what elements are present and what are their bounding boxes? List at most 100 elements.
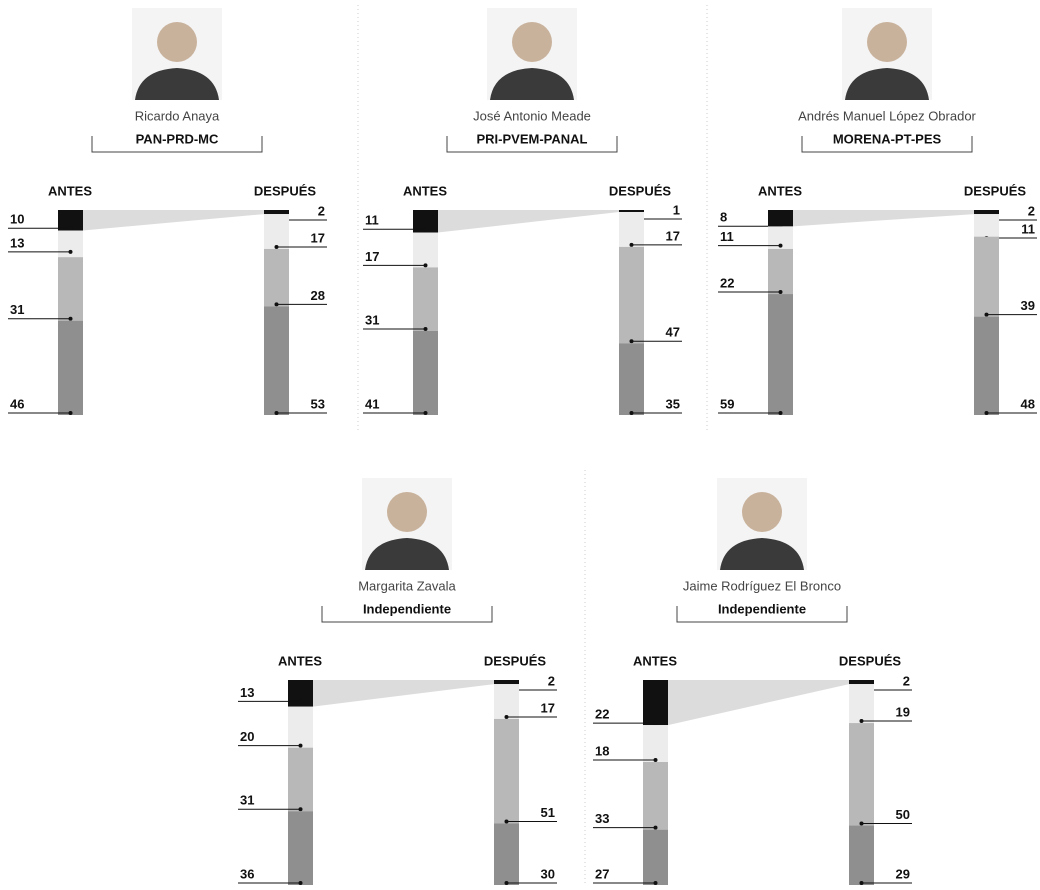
candidate-name: Ricardo Anaya [135, 108, 220, 123]
value-label: 39 [1021, 298, 1035, 313]
value-label: 33 [595, 811, 609, 826]
leader-dot [505, 715, 509, 719]
party: MORENA-PT-PES [833, 131, 942, 146]
leader-dot [630, 243, 634, 247]
leader-dot [860, 881, 864, 885]
leader-dot [424, 227, 428, 231]
bar-segment [413, 331, 438, 415]
candidate-name: Jaime Rodríguez El Bronco [683, 578, 841, 593]
panel: Margarita ZavalaIndependienteANTESDESPUÉ… [238, 478, 557, 885]
panel: José Antonio MeadePRI-PVEM-PANALANTESDES… [363, 8, 682, 415]
value-label: 31 [365, 312, 379, 327]
leader-dot [275, 411, 279, 415]
photo-head [512, 22, 552, 62]
value-label: 10 [10, 212, 24, 227]
leader-dot [654, 758, 658, 762]
connector [83, 210, 264, 231]
panel: Andrés Manuel López Obrador MORENA-PT-PES… [718, 8, 1037, 415]
column-header: DESPUÉS [839, 653, 901, 668]
photo-head [742, 492, 782, 532]
bar-segment [974, 210, 999, 214]
value-label: 30 [541, 866, 555, 881]
bar-segment [413, 267, 438, 331]
value-label: 11 [365, 213, 379, 228]
value-label: 36 [240, 866, 254, 881]
value-label: 22 [720, 275, 734, 290]
value-label: 20 [240, 729, 254, 744]
bar-segment [849, 680, 874, 684]
leader-dot [630, 339, 634, 343]
leader-dot [860, 822, 864, 826]
value-label: 13 [10, 235, 24, 250]
bar-segment [974, 317, 999, 415]
bar-segment [974, 214, 999, 237]
value-label: 11 [720, 229, 734, 244]
photo-head [387, 492, 427, 532]
leader-dot [299, 744, 303, 748]
leader-dot [299, 699, 303, 703]
leader-dot [985, 313, 989, 317]
bar-segment [494, 684, 519, 719]
column-header: DESPUÉS [609, 183, 671, 198]
bar-segment [849, 826, 874, 885]
leader-dot [424, 327, 428, 331]
value-label: 13 [240, 685, 254, 700]
leader-dot [275, 302, 279, 306]
value-label: 2 [1028, 203, 1035, 218]
candidate-name: Margarita Zavala [358, 578, 456, 593]
bar-segment [643, 680, 668, 725]
candidate-name: Andrés Manuel López Obrador [798, 108, 976, 123]
leader-dot [69, 250, 73, 254]
value-label: 19 [896, 704, 910, 719]
leader-dot [654, 826, 658, 830]
column-header: DESPUÉS [964, 183, 1026, 198]
bar-segment [494, 719, 519, 824]
value-label: 11 [1021, 221, 1035, 236]
column-header: DESPUÉS [254, 183, 316, 198]
bar-segment [643, 725, 668, 762]
bar-segment [264, 249, 289, 306]
bar-segment [264, 306, 289, 415]
bar-segment [768, 210, 793, 226]
value-label: 50 [896, 807, 910, 822]
value-label: 31 [10, 302, 24, 317]
leader-dot [654, 721, 658, 725]
value-label: 8 [720, 210, 727, 225]
value-label: 31 [240, 793, 254, 808]
value-label: 2 [903, 673, 910, 688]
leader-dot [299, 881, 303, 885]
value-label: 53 [311, 396, 325, 411]
value-label: 29 [896, 866, 910, 881]
value-label: 48 [1021, 396, 1035, 411]
bar-segment [264, 214, 289, 249]
leader-dot [299, 807, 303, 811]
leader-dot [779, 290, 783, 294]
value-label: 51 [541, 805, 555, 820]
column-header: ANTES [278, 653, 322, 668]
bar-segment [619, 210, 644, 212]
photo-head [157, 22, 197, 62]
bar-segment [849, 723, 874, 826]
bar-segment [494, 680, 519, 684]
leader-dot [779, 244, 783, 248]
bar-segment [264, 210, 289, 214]
column-header: ANTES [48, 183, 92, 198]
party: PAN-PRD-MC [136, 131, 219, 146]
value-label: 41 [365, 396, 379, 411]
leader-dot [779, 411, 783, 415]
column-header: ANTES [758, 183, 802, 198]
column-header: ANTES [633, 653, 677, 668]
leader-dot [69, 411, 73, 415]
bar-segment [413, 233, 438, 268]
bar-segment [619, 343, 644, 415]
party: Independiente [718, 601, 806, 616]
bar-segment [768, 249, 793, 294]
bar-segment [619, 212, 644, 247]
bar-segment [619, 247, 644, 343]
panel: Jaime Rodríguez El Bronco Independiente AN… [593, 478, 912, 885]
infographic: Ricardo Anaya PAN-PRD-MC ANTES DESPUÉS 10 13 3… [0, 0, 1040, 890]
leader-dot [69, 317, 73, 321]
column-header: ANTES [403, 183, 447, 198]
panel: Ricardo Anaya PAN-PRD-MC ANTES DESPUÉS 10 13 3… [8, 8, 327, 415]
bar-segment [768, 294, 793, 415]
